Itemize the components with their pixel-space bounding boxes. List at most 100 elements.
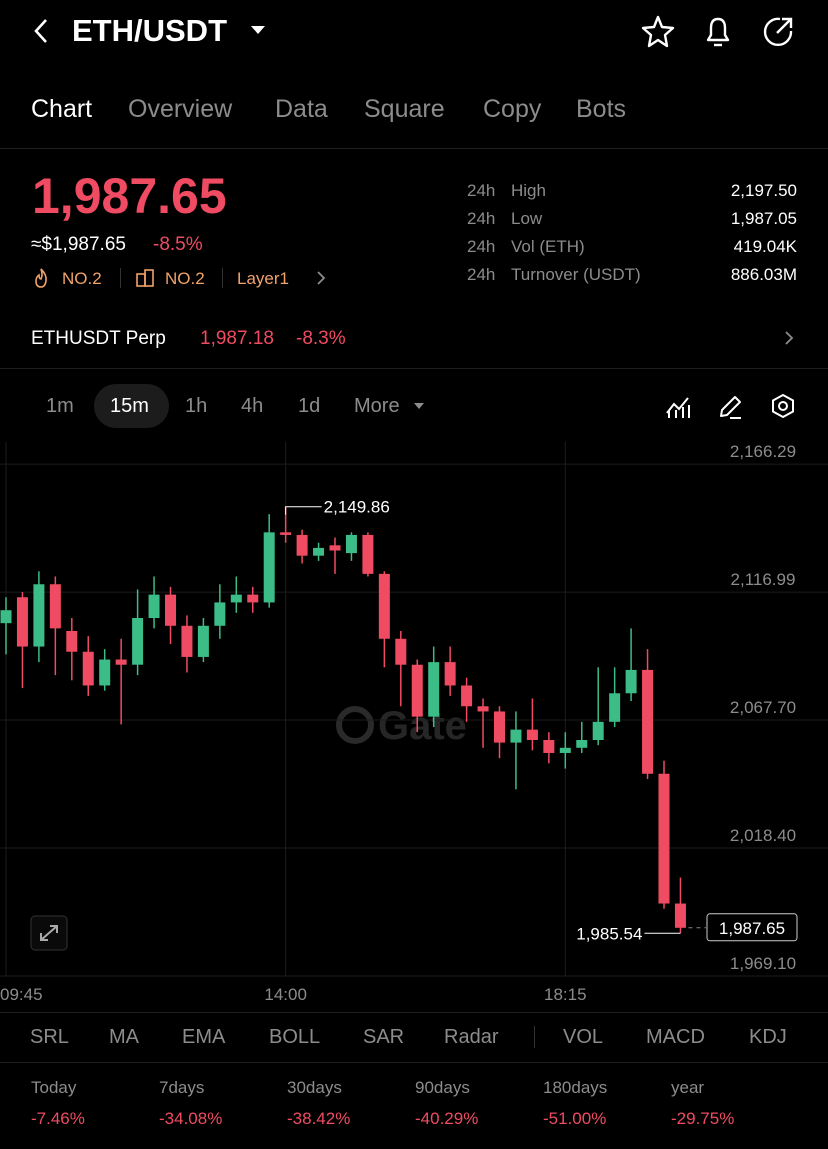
indicator-tab[interactable]: MACD xyxy=(646,1026,705,1048)
candle-body xyxy=(411,664,423,717)
share-icon[interactable] xyxy=(760,14,796,50)
draw-icon[interactable] xyxy=(716,393,744,421)
indicator-tab[interactable]: SAR xyxy=(363,1026,405,1048)
candle-body xyxy=(148,594,160,618)
candle-body xyxy=(494,711,505,743)
candle-body xyxy=(0,610,12,624)
sector-icon xyxy=(136,269,154,287)
candlestick-chart: Gate2,166.292,116.992,067.702,018.401,96… xyxy=(0,442,828,1004)
candle-body xyxy=(461,685,473,707)
candle-body xyxy=(428,662,440,717)
usd-price: ≈$1,987.65 xyxy=(31,234,126,255)
settings-icon[interactable] xyxy=(769,392,797,420)
candle-body xyxy=(444,662,456,686)
x-tick-label: 09:45 xyxy=(0,985,43,1004)
category-tag[interactable]: Layer1 xyxy=(237,269,289,288)
bell-icon[interactable] xyxy=(700,14,736,50)
candle-body xyxy=(197,625,209,657)
candle-body xyxy=(329,545,341,551)
stat-value: 2,197.50 xyxy=(730,181,797,200)
indicator-tab[interactable]: MA xyxy=(109,1026,139,1048)
timeframe[interactable]: 1m xyxy=(46,395,74,417)
max-label: 2,149.86 xyxy=(324,498,390,517)
pair-dropdown[interactable] xyxy=(250,24,266,36)
stat-value: 886.03M xyxy=(730,265,797,284)
candle-body xyxy=(592,721,604,741)
candle-body xyxy=(658,773,670,904)
candle-body xyxy=(313,547,325,556)
timeframe[interactable]: More xyxy=(354,395,400,417)
tab[interactable]: Square xyxy=(364,95,445,123)
indicator-icon[interactable] xyxy=(664,393,692,421)
indicator-tab[interactable]: Radar xyxy=(444,1026,499,1048)
stat-value: 419.04K xyxy=(733,237,797,256)
perp-name[interactable]: ETHUSDT Perp xyxy=(31,328,166,349)
timeframe[interactable]: 15m xyxy=(110,395,149,417)
stat-period: 24h xyxy=(467,265,496,284)
y-tick-label: 1,969.10 xyxy=(730,954,796,973)
period-label: year xyxy=(671,1078,705,1097)
period-return: -34.08% xyxy=(159,1109,223,1128)
more-dropdown[interactable] xyxy=(413,401,425,411)
last-price: 1,987.65 xyxy=(32,168,227,224)
indicator-tab[interactable]: KDJ xyxy=(749,1026,787,1048)
price-change: -8.5% xyxy=(153,234,203,255)
timeframe-selected-bg xyxy=(94,384,169,428)
x-tick-label: 14:00 xyxy=(264,985,307,1004)
stat-label: Vol (ETH) xyxy=(511,237,585,256)
indicator-tab[interactable]: BOLL xyxy=(269,1026,321,1048)
candle-body xyxy=(378,573,390,639)
stat-label: Turnover (USDT) xyxy=(511,265,641,284)
timeframe[interactable]: 4h xyxy=(241,395,264,417)
y-tick-label: 2,166.29 xyxy=(730,442,796,461)
back-icon[interactable] xyxy=(28,16,54,46)
period-label: 30days xyxy=(287,1078,342,1097)
tag-divider xyxy=(222,268,223,288)
hot-icon xyxy=(35,268,47,288)
y-tick-label: 2,116.99 xyxy=(731,570,796,589)
y-tick-label: 2,018.40 xyxy=(730,826,796,845)
candle-body xyxy=(395,638,407,665)
candle-body xyxy=(165,594,176,626)
indicator-tab[interactable]: SRL xyxy=(30,1026,69,1048)
perp-price: 1,987.18 xyxy=(200,328,274,349)
candle-body xyxy=(66,630,78,652)
period-return: -40.29% xyxy=(415,1109,479,1128)
period-label: 7days xyxy=(159,1078,205,1097)
pair-title[interactable]: ETH/USDT xyxy=(72,13,227,48)
tag-divider xyxy=(120,268,121,288)
indicator-tab[interactable]: VOL xyxy=(563,1026,604,1048)
star-icon[interactable] xyxy=(640,14,676,50)
candle-body xyxy=(477,706,489,712)
indicator-tab[interactable]: EMA xyxy=(182,1026,226,1048)
candle-body xyxy=(49,584,61,629)
timeframe[interactable]: 1d xyxy=(298,395,321,417)
divider xyxy=(0,368,828,369)
candle-body xyxy=(247,594,259,603)
period-return: -7.46% xyxy=(31,1109,85,1128)
period-label: 180days xyxy=(543,1078,608,1097)
candle-body xyxy=(132,617,144,665)
divider xyxy=(0,1012,828,1013)
max-marker xyxy=(285,506,322,515)
expand-button[interactable] xyxy=(30,915,68,951)
timeframe[interactable]: 1h xyxy=(185,395,208,417)
last-price-label: 1,987.65 xyxy=(719,919,785,938)
tab[interactable]: Bots xyxy=(576,95,627,123)
candle-body xyxy=(230,594,242,603)
tab[interactable]: Overview xyxy=(128,95,233,123)
rank-tag[interactable]: NO.2 xyxy=(165,269,205,288)
candle-body xyxy=(674,903,686,928)
chevron-icon[interactable] xyxy=(782,330,796,346)
stat-period: 24h xyxy=(467,181,496,200)
tab[interactable]: Chart xyxy=(31,95,93,123)
rank-tag[interactable]: NO.2 xyxy=(62,269,102,288)
stat-label: Low xyxy=(511,209,543,228)
tab[interactable]: Copy xyxy=(483,95,542,123)
period-return: -38.42% xyxy=(287,1109,351,1128)
period-return: -51.00% xyxy=(543,1109,607,1128)
candle-body xyxy=(280,532,292,535)
chevron-icon[interactable] xyxy=(314,270,328,286)
tab[interactable]: Data xyxy=(275,95,328,123)
